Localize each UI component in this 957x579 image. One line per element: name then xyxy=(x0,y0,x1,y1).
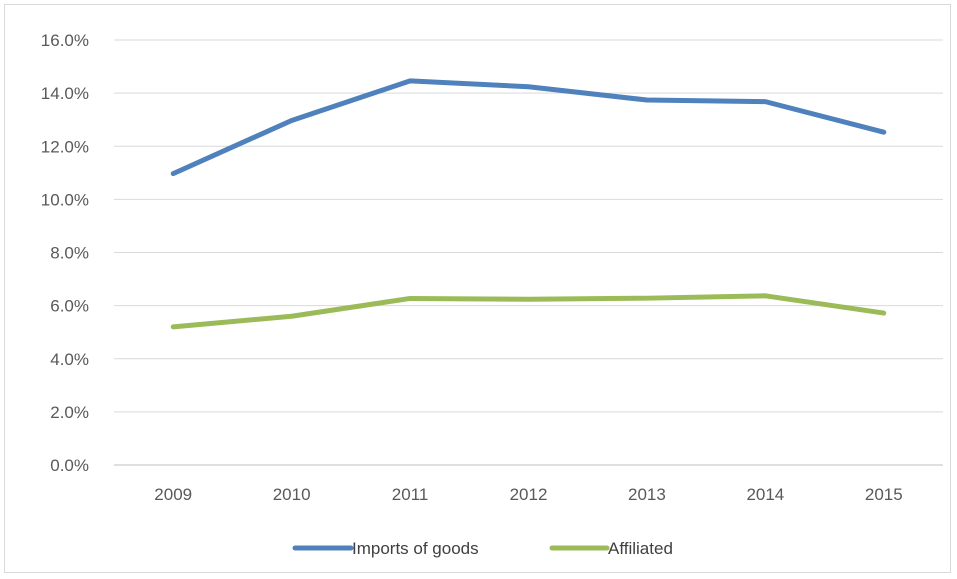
y-tick-label: 14.0% xyxy=(41,84,89,103)
y-tick-label: 8.0% xyxy=(50,244,89,263)
y-tick-label: 2.0% xyxy=(50,403,89,422)
y-tick-label: 16.0% xyxy=(41,31,89,50)
y-tick-label: 6.0% xyxy=(50,297,89,316)
chart-frame xyxy=(4,4,951,573)
legend-label: Imports of goods xyxy=(352,539,479,558)
x-tick-label: 2014 xyxy=(746,485,784,504)
y-tick-label: 10.0% xyxy=(41,190,89,209)
x-tick-label: 2011 xyxy=(392,485,429,504)
series-line-imports-of-goods xyxy=(170,78,887,177)
x-tick-label: 2015 xyxy=(865,485,903,504)
y-axis-tick-labels: 0.0% 2.0% 4.0% 6.0% 8.0% 10.0% 12.0% 14.0% 16.0% xyxy=(41,31,89,475)
series-lines xyxy=(170,78,887,330)
x-tick-label: 2013 xyxy=(628,485,666,504)
x-tick-label: 2012 xyxy=(510,485,548,504)
gridlines xyxy=(114,39,943,413)
legend-label: Affiliated xyxy=(608,539,673,558)
x-tick-label: 2010 xyxy=(273,485,311,504)
y-tick-label: 4.0% xyxy=(50,350,89,369)
legend: Imports of goods Affiliated xyxy=(292,539,673,558)
x-tick-label: 2009 xyxy=(154,485,192,504)
y-tick-label: 12.0% xyxy=(41,137,89,156)
y-tick-label: 0.0% xyxy=(50,456,89,475)
series-line-affiliated xyxy=(170,293,887,330)
x-axis-tick-labels: 2009 2010 2011 2012 2013 2014 2015 xyxy=(154,485,902,504)
